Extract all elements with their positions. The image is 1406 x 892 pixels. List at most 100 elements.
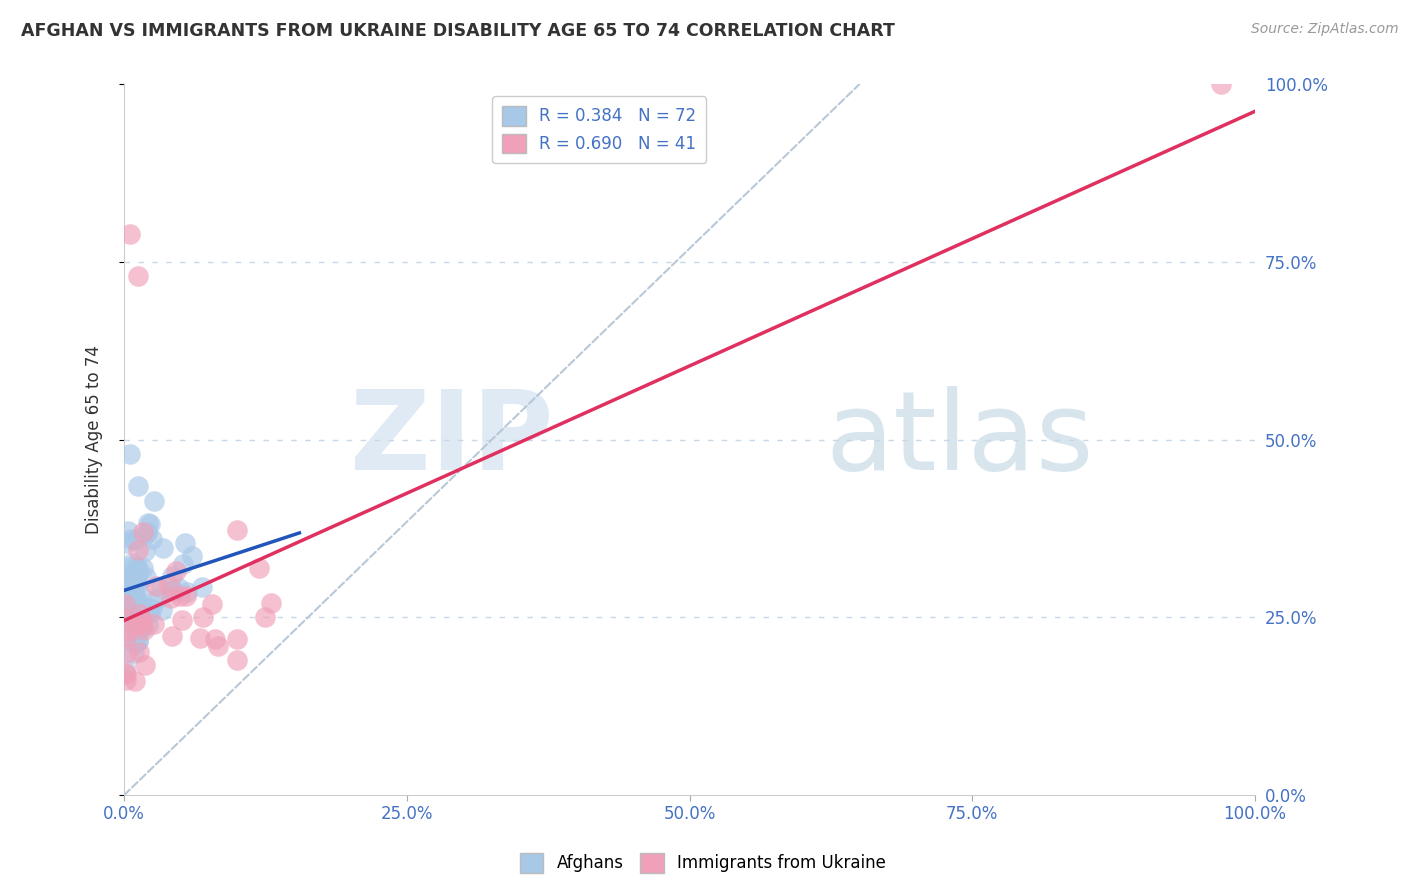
Point	[114, 662, 136, 676]
Point	[115, 591, 138, 606]
Point	[135, 570, 157, 584]
Point	[131, 600, 153, 615]
Point	[162, 582, 184, 597]
Point	[226, 653, 249, 667]
Point	[128, 613, 150, 627]
Point	[141, 532, 163, 546]
Point	[128, 566, 150, 580]
Point	[127, 591, 149, 605]
Point	[165, 565, 187, 579]
Point	[124, 577, 146, 591]
Point	[115, 606, 138, 620]
Point	[260, 596, 283, 610]
Point	[125, 617, 148, 632]
Legend: R = 0.384   N = 72, R = 0.690   N = 41: R = 0.384 N = 72, R = 0.690 N = 41	[492, 96, 706, 163]
Point	[132, 524, 155, 539]
Point	[114, 667, 136, 681]
Point	[162, 629, 184, 643]
Point	[193, 610, 215, 624]
Point	[159, 591, 181, 605]
Point	[131, 613, 153, 627]
Point	[162, 583, 184, 598]
Point	[114, 567, 136, 582]
Point	[188, 632, 211, 646]
Point	[134, 658, 156, 673]
Point	[117, 624, 139, 639]
Y-axis label: Disability Age 65 to 74: Disability Age 65 to 74	[86, 345, 103, 534]
Point	[118, 227, 141, 241]
Point	[174, 536, 197, 550]
Point	[118, 570, 141, 584]
Point	[121, 556, 143, 570]
Legend: Afghans, Immigrants from Ukraine: Afghans, Immigrants from Ukraine	[513, 847, 893, 880]
Point	[122, 646, 145, 660]
Point	[112, 611, 135, 625]
Point	[226, 523, 249, 537]
Point	[127, 634, 149, 648]
Point	[141, 600, 163, 615]
Point	[135, 524, 157, 539]
Point	[114, 665, 136, 680]
Point	[127, 561, 149, 575]
Point	[139, 516, 162, 531]
Point	[146, 591, 169, 606]
Point	[125, 569, 148, 583]
Point	[122, 585, 145, 599]
Point	[142, 493, 165, 508]
Point	[170, 613, 193, 627]
Point	[138, 600, 160, 615]
Point	[117, 524, 139, 539]
Point	[139, 606, 162, 620]
Point	[127, 543, 149, 558]
Point	[120, 532, 142, 546]
Point	[169, 590, 191, 604]
Point	[124, 533, 146, 548]
Point	[114, 536, 136, 550]
Point	[114, 633, 136, 648]
Point	[121, 585, 143, 599]
Point	[201, 597, 224, 611]
Point	[134, 624, 156, 638]
Point	[150, 603, 173, 617]
Point	[129, 623, 152, 637]
Point	[112, 586, 135, 600]
Point	[142, 617, 165, 632]
Point	[118, 578, 141, 592]
Point	[125, 592, 148, 607]
Point	[118, 574, 141, 589]
Point	[118, 447, 141, 461]
Point	[127, 634, 149, 648]
Point	[128, 645, 150, 659]
Point	[127, 479, 149, 493]
Point	[204, 632, 226, 646]
Text: ZIP: ZIP	[350, 386, 554, 493]
Point	[125, 562, 148, 576]
Point	[115, 646, 138, 660]
Point	[226, 632, 249, 646]
Point	[129, 607, 152, 621]
Point	[145, 579, 167, 593]
Point	[124, 637, 146, 651]
Point	[125, 622, 148, 636]
Point	[131, 589, 153, 603]
Text: AFGHAN VS IMMIGRANTS FROM UKRAINE DISABILITY AGE 65 TO 74 CORRELATION CHART: AFGHAN VS IMMIGRANTS FROM UKRAINE DISABI…	[21, 22, 896, 40]
Point	[115, 629, 138, 643]
Point	[125, 559, 148, 574]
Point	[118, 560, 141, 574]
Point	[172, 558, 194, 572]
Point	[157, 578, 180, 592]
Point	[114, 597, 136, 611]
Point	[191, 580, 214, 594]
Point	[136, 617, 159, 632]
Point	[207, 639, 229, 653]
Point	[174, 589, 197, 603]
Point	[120, 609, 142, 624]
Point	[176, 585, 198, 599]
Point	[128, 599, 150, 614]
Point	[1209, 78, 1232, 92]
Point	[132, 560, 155, 574]
Point	[124, 674, 146, 689]
Point	[138, 516, 160, 530]
Point	[247, 561, 270, 575]
Point	[152, 541, 174, 556]
